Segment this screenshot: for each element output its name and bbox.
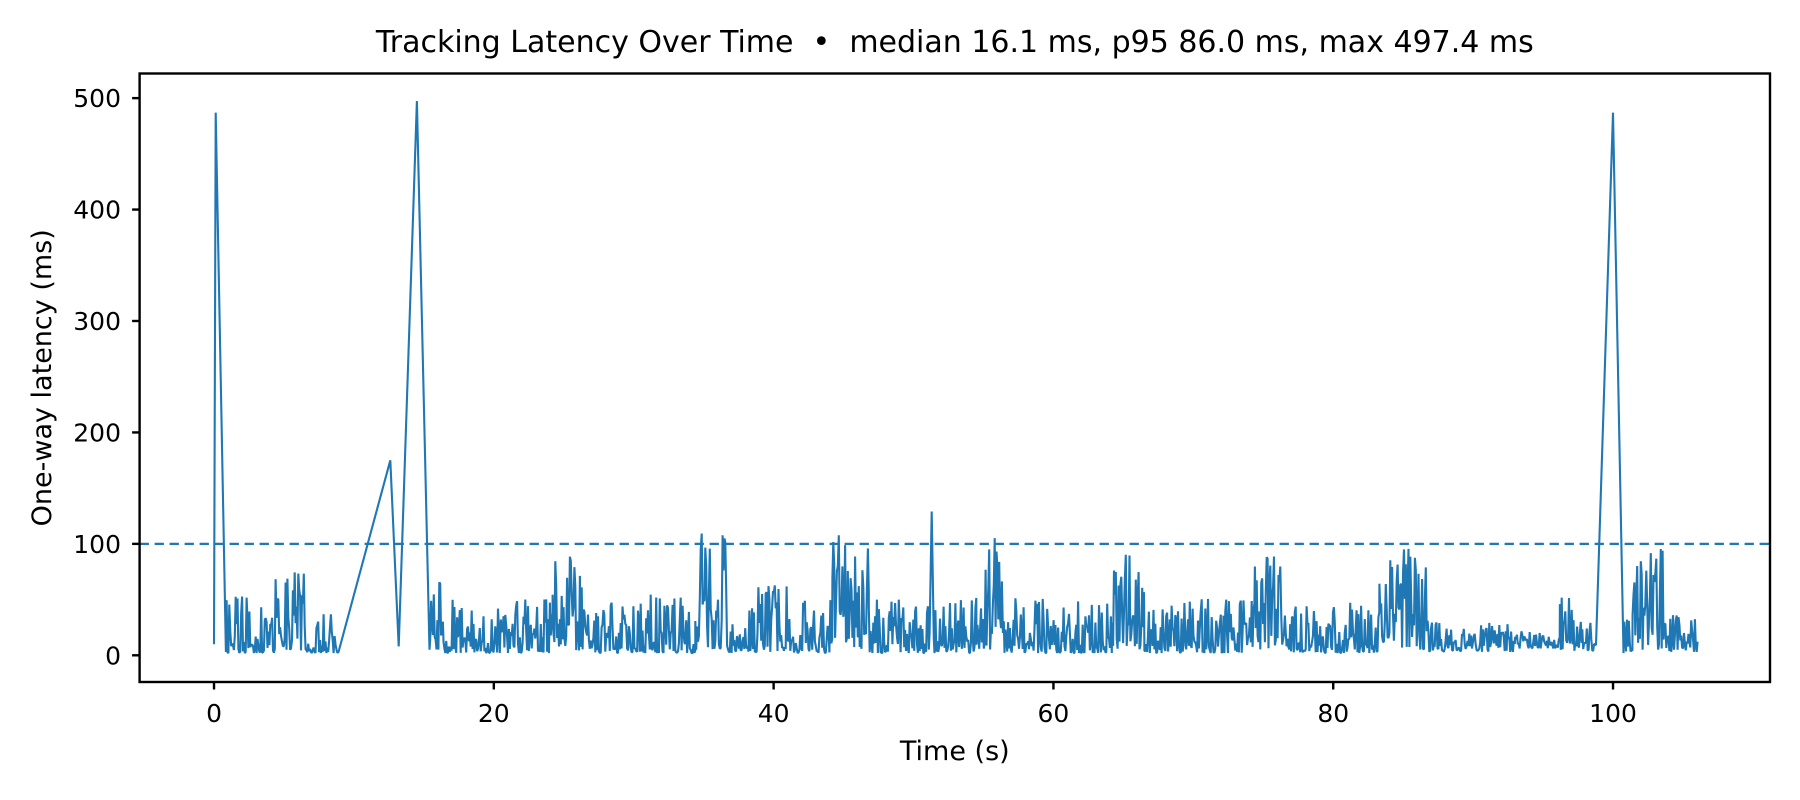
y-tick-300-label: 300 — [73, 307, 121, 336]
x-tick-60-label: 60 — [1038, 699, 1070, 728]
plot-border — [138, 72, 1772, 684]
x-tick-0-label: 0 — [206, 699, 222, 728]
y-tick-200-label: 200 — [73, 418, 121, 447]
x-tick-40-label: 40 — [758, 699, 790, 728]
y-tick-500-label: 500 — [73, 84, 121, 113]
x-tick-80-label: 80 — [1317, 699, 1349, 728]
x-tick-100-label: 100 — [1589, 699, 1637, 728]
x-axis-label: Time (s) — [899, 736, 1010, 767]
y-axis-ticks: 0 100 200 300 400 500 — [73, 84, 140, 670]
y-tick-100-label: 100 — [73, 530, 121, 559]
latency-series-line — [212, 100, 1699, 655]
x-axis-ticks: 0 20 40 60 80 100 — [206, 682, 1637, 728]
x-tick-20-label: 20 — [478, 699, 510, 728]
y-tick-400-label: 400 — [73, 196, 121, 225]
y-tick-0-label: 0 — [105, 641, 121, 670]
y-axis-label: One-way latency (ms) — [27, 229, 58, 526]
chart-title: Tracking Latency Over Time • median 16.1… — [375, 25, 1534, 60]
